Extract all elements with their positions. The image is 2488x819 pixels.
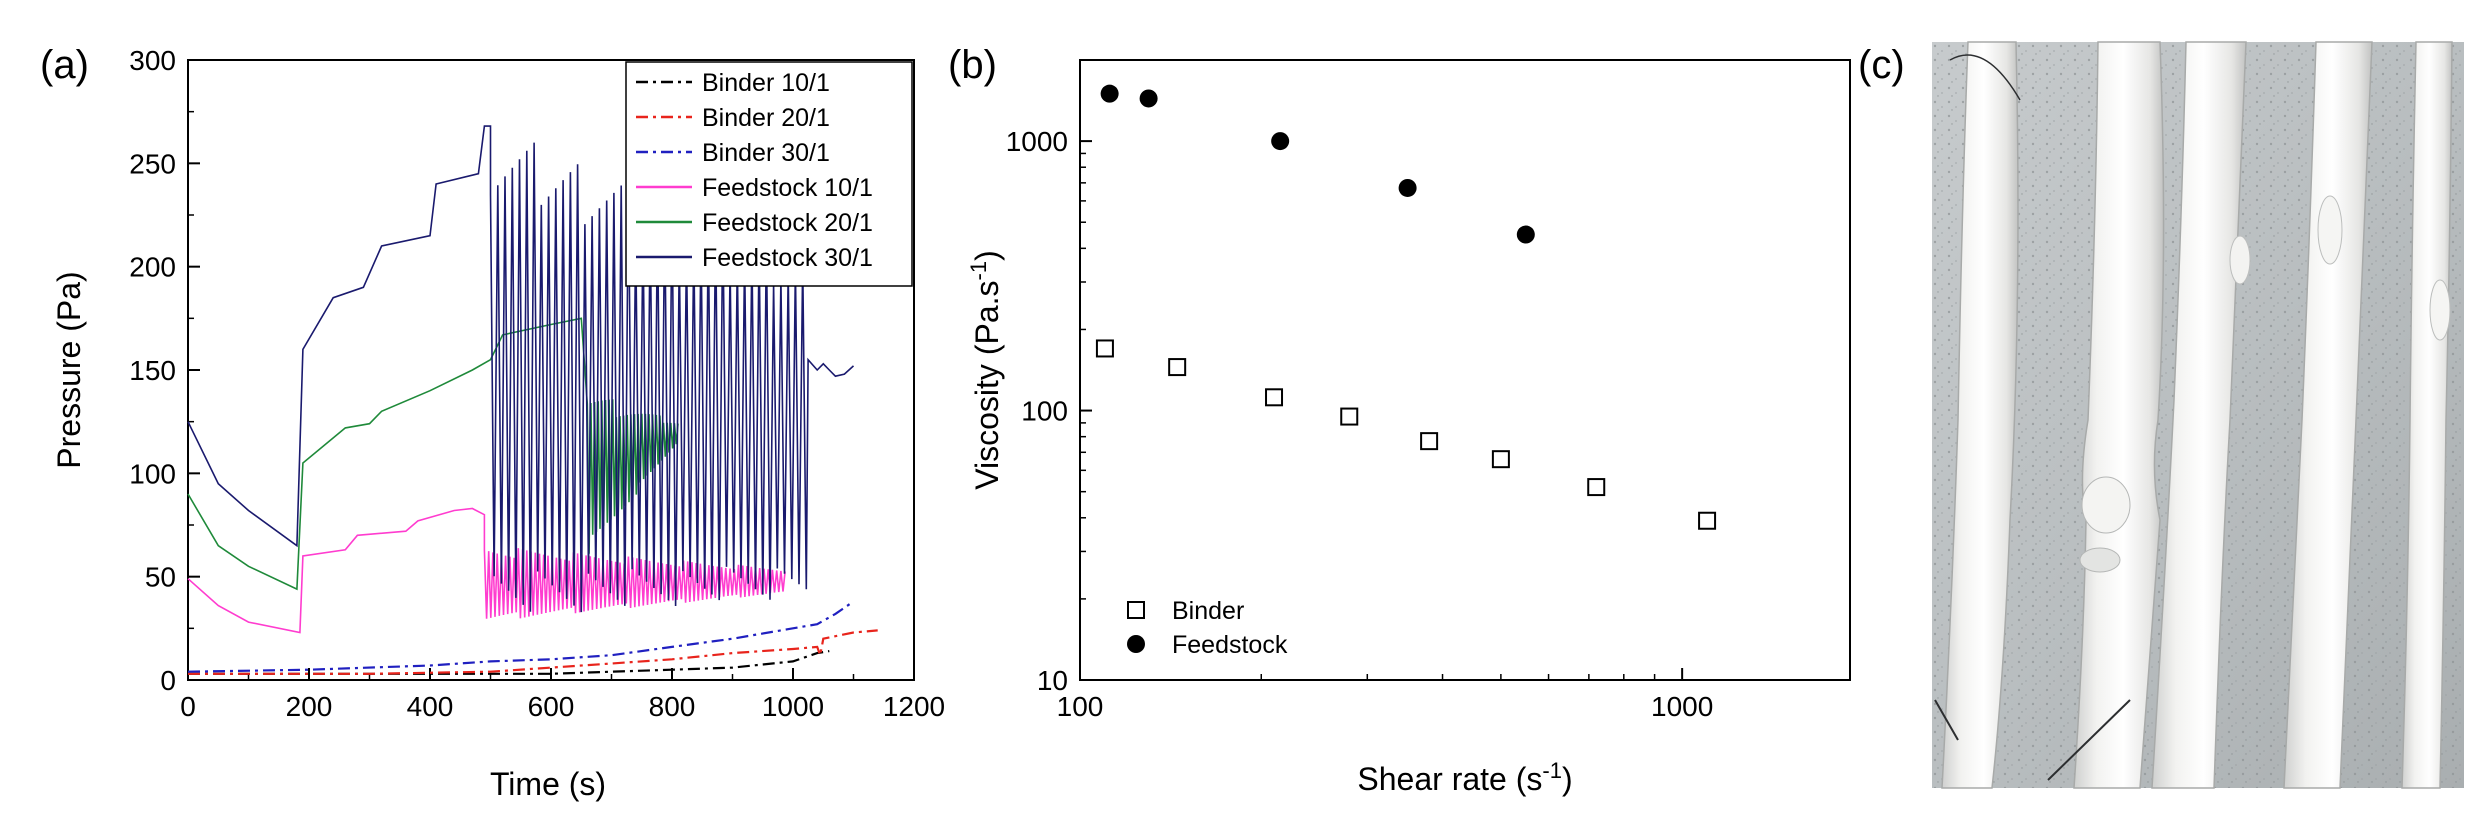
- panel-b-series-group: [1095, 84, 1717, 530]
- panel-a-series-group: [187, 125, 878, 675]
- a-legend-label: Feedstock 20/1: [702, 209, 873, 237]
- a-y-tick-label: 0: [160, 665, 176, 696]
- a-y-tick-label: 200: [129, 252, 176, 283]
- a-x-tick-label: 200: [286, 691, 333, 722]
- b-legend-label: Feedstock: [1172, 631, 1288, 659]
- a-y-tick-label: 300: [129, 45, 176, 76]
- a-x-tick-label: 1000: [762, 691, 824, 722]
- b-point-feedstock: [1398, 178, 1417, 197]
- a-y-tick-label: 100: [129, 458, 176, 489]
- panel-b-label: (b): [948, 43, 997, 87]
- a-x-tick-label: 600: [528, 691, 575, 722]
- b-point-feedstock: [1139, 89, 1158, 108]
- b-point-binder: [1420, 432, 1439, 451]
- panel-a-legend-entries: Binder 10/1 Binder 20/1 Binder 30/1 Feedsto…: [636, 69, 873, 272]
- b-point-feedstock: [1100, 84, 1119, 103]
- a-legend-label: Feedstock 30/1: [702, 244, 873, 272]
- b-point-binder: [1340, 407, 1359, 426]
- a-y-tick-label: 150: [129, 355, 176, 386]
- b-point-binder: [1168, 358, 1187, 377]
- a-y-tick-label: 250: [129, 148, 176, 179]
- b-x-tick-label: 100: [1057, 691, 1104, 722]
- a-series-line-feedstock-30-1: [187, 125, 855, 613]
- panel-a-x-axis-label: Time (s): [490, 766, 606, 802]
- a-legend-label: Binder 30/1: [702, 139, 830, 167]
- b-point-binder: [1698, 511, 1717, 530]
- b-point-binder: [1265, 388, 1284, 407]
- panel-a-label: (a): [40, 43, 89, 87]
- a-series-line-binder-20-1: [188, 629, 878, 675]
- a-legend-label: Binder 20/1: [702, 104, 830, 132]
- a-legend-label: Binder 10/1: [702, 69, 830, 97]
- a-x-tick-label: 1200: [883, 691, 945, 722]
- a-x-tick-label: 0: [180, 691, 196, 722]
- b-legend-marker: [1127, 635, 1145, 653]
- a-series-line-feedstock-10-1: [187, 507, 786, 634]
- b-y-tick-label: 1000: [1006, 126, 1068, 157]
- panel-a-legend: [625, 61, 913, 287]
- a-series-line-binder-30-1: [187, 600, 855, 673]
- panel-c-label: (c): [1858, 43, 1905, 87]
- a-series-line-binder-10-1: [188, 650, 830, 675]
- b-legend-marker: [1127, 601, 1145, 619]
- b-point-feedstock: [1516, 225, 1535, 244]
- panel-b-plot-frame: [1079, 59, 1851, 681]
- b-legend-label: Binder: [1172, 597, 1244, 625]
- panel-a-y-axis-label: Pressure (Pa): [51, 271, 87, 468]
- panel-a-axes: 0 200 400 600 800 1000 1200 0 50 100 150 200 250 300: [129, 45, 945, 722]
- panel-b-x-axis-label: Shear rate (s-1): [1357, 758, 1572, 797]
- b-point-binder: [1587, 478, 1606, 497]
- a-x-tick-label: 400: [407, 691, 454, 722]
- b-x-tick-label: 1000: [1651, 691, 1713, 722]
- b-y-tick-label: 10: [1037, 665, 1068, 696]
- a-legend-label: Feedstock 10/1: [702, 174, 873, 202]
- b-y-tick-label: 100: [1021, 396, 1068, 427]
- extruded-filament-photo-icon: [1932, 41, 2464, 789]
- b-point-binder: [1095, 339, 1114, 358]
- panel-c: (c): [1858, 41, 2464, 789]
- panel-b-legend: Binder Feedstock: [1127, 597, 1288, 659]
- panel-b-y-axis-label: Viscosity (Pa.s-1): [966, 250, 1005, 489]
- panel-a: (a) 0 200 400 600 800 1000 1200 0 50 100 150 200 250…: [40, 43, 945, 802]
- b-point-feedstock: [1271, 132, 1290, 151]
- a-x-tick-label: 800: [649, 691, 696, 722]
- b-point-binder: [1491, 450, 1510, 469]
- a-y-tick-label: 50: [145, 562, 176, 593]
